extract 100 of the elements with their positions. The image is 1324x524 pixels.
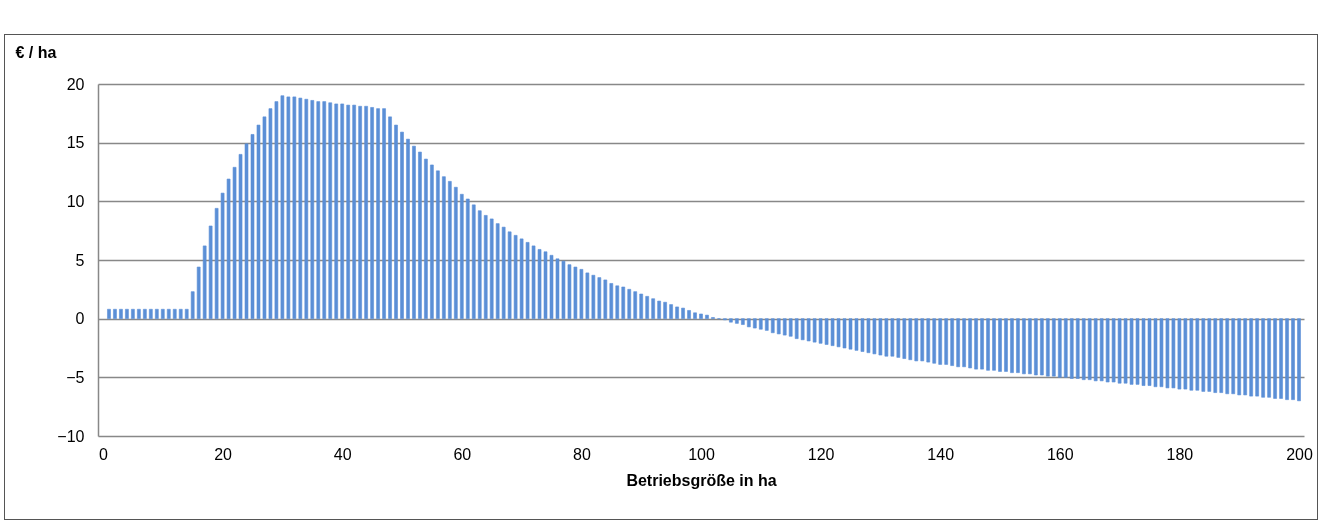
bar: [1279, 318, 1283, 399]
bar: [1093, 318, 1098, 382]
bar: [753, 318, 757, 329]
x-tick-label: 80: [573, 445, 591, 463]
bar: [639, 293, 643, 319]
bar: [406, 138, 410, 319]
bar: [340, 103, 344, 319]
bar: [663, 301, 667, 319]
bar: [675, 306, 679, 319]
bar: [442, 176, 446, 319]
bar: [998, 318, 1002, 372]
bar: [926, 318, 931, 363]
bar: [178, 308, 183, 319]
x-tick-label: 120: [807, 445, 835, 463]
bar: [161, 308, 165, 319]
bar: [1291, 318, 1295, 400]
bar: [699, 313, 703, 319]
bar: [334, 103, 339, 319]
bar: [316, 101, 321, 319]
bar: [1201, 318, 1206, 392]
bar: [788, 318, 793, 337]
bar: [1267, 318, 1271, 398]
bar: [382, 108, 386, 319]
bar: [735, 318, 739, 324]
bar: [1016, 318, 1020, 373]
bar: [1046, 318, 1050, 377]
bar: [352, 104, 356, 319]
y-axis-title: € / ha: [15, 43, 57, 61]
bar: [609, 283, 614, 319]
x-tick-label: 180: [1166, 445, 1194, 463]
bar: [968, 318, 972, 369]
x-tick-label: 200: [1286, 445, 1313, 463]
bar: [1058, 318, 1062, 378]
bar: [190, 291, 195, 319]
bar: [436, 170, 440, 319]
bar: [394, 124, 398, 319]
x-tick-label: 40: [333, 445, 352, 463]
bar: [304, 98, 309, 319]
bar: [1261, 318, 1265, 398]
bar: [1225, 318, 1230, 395]
x-tick-label: 60: [453, 445, 472, 463]
bar: [776, 318, 781, 335]
bar: [376, 108, 380, 319]
bar: [932, 318, 937, 364]
bar: [657, 300, 661, 319]
bar: [370, 107, 374, 319]
bar: [477, 210, 482, 319]
bar: [143, 308, 147, 319]
x-tick-label: 100: [688, 445, 715, 463]
bar: [125, 308, 129, 319]
bar: [621, 286, 626, 319]
bar: [633, 291, 638, 319]
bar: [944, 318, 948, 365]
bar: [693, 312, 697, 319]
bar: [1063, 318, 1068, 378]
bar: [1213, 318, 1218, 393]
bar: [1243, 318, 1247, 396]
bar: [424, 158, 428, 319]
bar: [1081, 318, 1086, 380]
bar: [358, 105, 362, 319]
bar: [669, 304, 673, 319]
bar: [1022, 318, 1026, 375]
bar: [388, 116, 392, 319]
y-tick-label: −10: [57, 427, 85, 445]
bar: [914, 318, 919, 362]
bar: [346, 104, 350, 319]
y-tick-label: 5: [75, 251, 85, 269]
bar: [418, 151, 422, 319]
bar: [950, 318, 954, 366]
bar: [962, 318, 966, 368]
bar: [782, 318, 787, 336]
bar: [1231, 318, 1236, 395]
bar: [645, 296, 649, 319]
bar: [1237, 318, 1241, 396]
bar: [974, 318, 978, 370]
bar: [759, 318, 763, 330]
bar: [764, 318, 769, 331]
bar: [400, 131, 404, 319]
bar: [489, 218, 494, 319]
bar: [770, 318, 775, 334]
bar: [310, 100, 315, 319]
bar: [1052, 318, 1056, 377]
y-tick-label: 15: [66, 134, 85, 152]
bar: [465, 198, 470, 319]
bar: [412, 145, 416, 319]
bar: [1285, 318, 1289, 400]
bar: [119, 308, 123, 319]
bar: [651, 298, 655, 319]
bar: [131, 308, 135, 319]
bar: [1249, 318, 1253, 397]
bar: [483, 215, 488, 319]
bar: [908, 318, 913, 361]
bar: [1040, 318, 1044, 376]
bar: [747, 318, 751, 328]
bar: [1034, 318, 1038, 376]
bar: [113, 308, 117, 319]
bar: [495, 223, 500, 319]
bar: [155, 308, 159, 319]
bar: [1075, 318, 1080, 379]
bar: [938, 318, 942, 365]
